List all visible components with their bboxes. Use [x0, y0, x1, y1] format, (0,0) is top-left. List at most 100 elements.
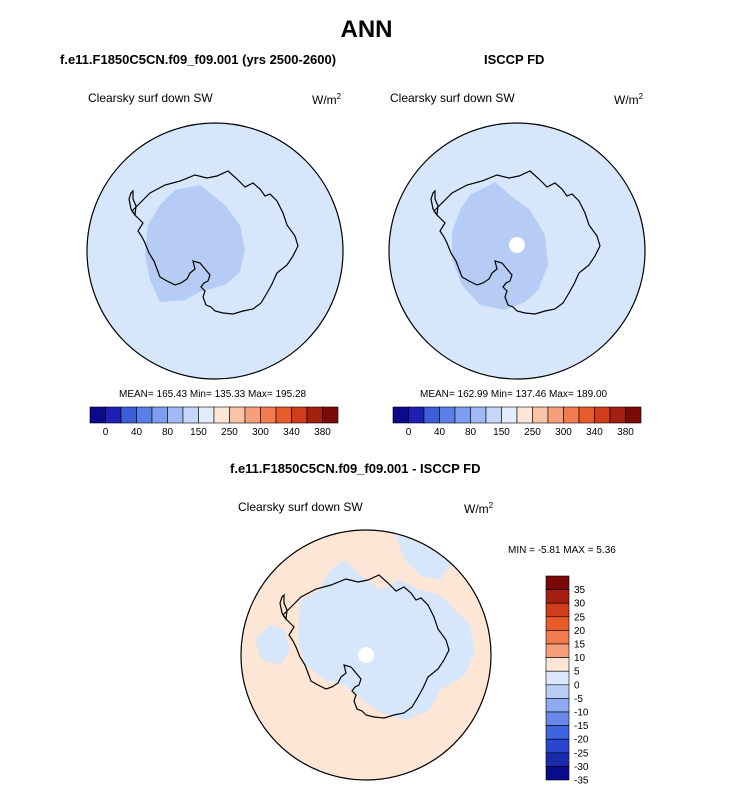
figure-title: ANN — [340, 16, 393, 43]
left-colorbar-swatch — [275, 406, 292, 424]
left-colorbar-tick-label: 380 — [314, 427, 331, 438]
diff-map-pole-hole — [358, 647, 374, 663]
diff-colorbar-tick-label: -25 — [574, 748, 589, 759]
diff-colorbar-tick-label: 10 — [574, 653, 586, 664]
right-variable-label: Clearsky surf down SW — [390, 91, 515, 105]
diff-colorbar-swatch — [545, 575, 570, 590]
right-units-label: W/m2 — [614, 92, 644, 107]
right-map-border — [388, 122, 646, 380]
diff-colorbar-tick-label: 35 — [574, 585, 586, 596]
left-colorbar-swatch — [182, 406, 199, 424]
right-colorbar-swatch — [470, 406, 487, 424]
diff-colorbar-tick-label: -20 — [574, 735, 589, 746]
diff-map-negative-region — [298, 560, 475, 720]
left-variable-label: Clearsky surf down SW — [88, 91, 213, 105]
left-colorbar-tick-label: 300 — [252, 427, 269, 438]
diff-colorbar-swatch — [545, 684, 570, 699]
right-colorbar-swatch — [501, 406, 518, 424]
diff-colorbar-swatch — [545, 616, 570, 631]
left-colorbar-swatch — [198, 406, 215, 424]
diff-colorbar-swatch — [545, 738, 570, 754]
left-colorbar-swatch — [105, 406, 122, 424]
right-panel-title: ISCCP FD — [484, 52, 545, 67]
left-colorbar-swatch — [89, 406, 106, 424]
right-stats: MEAN= 162.99 Min= 137.46 Max= 189.00 — [420, 389, 608, 400]
diff-colorbar-swatch — [545, 657, 570, 672]
right-colorbar-swatch — [532, 406, 549, 424]
left-colorbar-swatch — [213, 406, 230, 424]
right-colorbar-swatch — [547, 406, 564, 424]
left-colorbar-swatch — [322, 406, 339, 424]
right-colorbar-tick-label: 250 — [524, 427, 541, 438]
right-colorbar: 0 40 80 150 250 300 340 380 — [392, 406, 642, 438]
diff-colorbar-tick-label: 5 — [574, 667, 580, 678]
right-colorbar-swatch — [408, 406, 425, 424]
diff-colorbar-tick-label: 25 — [574, 612, 586, 623]
left-colorbar-swatch — [306, 406, 323, 424]
diff-colorbar-tick-label: -35 — [574, 776, 589, 787]
right-colorbar-swatch — [516, 406, 533, 424]
diff-colorbar-tick-label: -30 — [574, 762, 589, 773]
diff-variable-label: Clearsky surf down SW — [238, 500, 363, 514]
right-colorbar-swatch — [609, 406, 626, 424]
right-colorbar-swatch — [454, 406, 471, 424]
diff-map-negative-band — [395, 535, 450, 580]
diff-colorbar-tick-label: 20 — [574, 626, 586, 637]
left-colorbar-tick-label: 250 — [221, 427, 238, 438]
diff-colorbar-swatch — [545, 711, 570, 726]
right-colorbar-swatch — [578, 406, 595, 424]
left-colorbar: 0 40 80 150 250 300 340 380 — [89, 406, 339, 438]
left-colorbar-swatch — [244, 406, 261, 424]
diff-colorbar-tick-label: -10 — [574, 708, 589, 719]
right-colorbar-swatch — [423, 406, 440, 424]
diff-colorbar-tick-label: -15 — [574, 721, 589, 732]
diff-colorbar-tick-label: 0 — [574, 680, 580, 691]
left-colorbar-tick-label: 0 — [103, 427, 109, 438]
left-colorbar-tick-label: 80 — [162, 427, 174, 438]
diff-map — [240, 529, 492, 781]
right-colorbar-swatch — [563, 406, 580, 424]
left-stats: MEAN= 165.43 Min= 135.33 Max= 195.28 — [119, 389, 307, 400]
diff-panel-title: f.e11.F1850C5CN.f09_f09.001 - ISCCP FD — [230, 461, 481, 476]
right-colorbar-tick-label: 0 — [406, 427, 412, 438]
diff-units-label: W/m2 — [464, 501, 494, 516]
left-colorbar-swatch — [120, 406, 137, 424]
right-colorbar-tick-label: 380 — [617, 427, 634, 438]
right-colorbar-tick-label: 300 — [555, 427, 572, 438]
left-colorbar-swatch — [229, 406, 246, 424]
left-panel-title: f.e11.F1850C5CN.f09_f09.001 (yrs 2500-26… — [60, 52, 337, 67]
diff-colorbar-tick-label: 15 — [574, 640, 586, 651]
left-colorbar-tick-label: 40 — [131, 427, 143, 438]
right-colorbar-tick-label: 80 — [465, 427, 477, 438]
diff-colorbar-swatch — [545, 630, 570, 645]
diff-colorbar-swatch — [545, 643, 570, 658]
right-map — [388, 122, 646, 380]
diff-colorbar-swatch — [545, 589, 570, 604]
left-colorbar-tick-label: 340 — [283, 427, 300, 438]
left-map-mid-region — [145, 185, 245, 302]
left-colorbar-swatch — [136, 406, 153, 424]
diff-map-border — [240, 529, 492, 781]
diff-colorbar-swatch — [545, 698, 570, 713]
left-units-label: W/m2 — [312, 92, 342, 107]
diff-colorbar-swatch — [545, 766, 570, 781]
diff-stats: MIN = -5.81 MAX = 5.36 — [508, 545, 616, 556]
left-map-border — [86, 122, 344, 380]
left-colorbar-swatch — [167, 406, 184, 424]
diff-colorbar-swatch — [545, 725, 570, 740]
right-colorbar-swatch — [439, 406, 456, 424]
diff-colorbar: 35 30 25 20 15 10 5 0 -5 -10 -15 -20 -25 -30 -35 — [545, 575, 589, 787]
right-colorbar-swatch — [392, 406, 409, 424]
right-colorbar-tick-label: 150 — [493, 427, 510, 438]
diff-map-negative-band-west — [255, 625, 290, 665]
diff-colorbar-tick-label: 30 — [574, 599, 586, 610]
diff-colorbar-swatch — [545, 752, 570, 767]
diff-colorbar-tick-label: -5 — [574, 694, 583, 705]
diff-colorbar-swatch — [545, 670, 570, 686]
right-colorbar-tick-label: 40 — [434, 427, 446, 438]
left-map — [86, 122, 344, 380]
left-colorbar-tick-label: 150 — [190, 427, 207, 438]
right-colorbar-swatch — [625, 406, 642, 424]
left-colorbar-swatch — [291, 406, 308, 424]
